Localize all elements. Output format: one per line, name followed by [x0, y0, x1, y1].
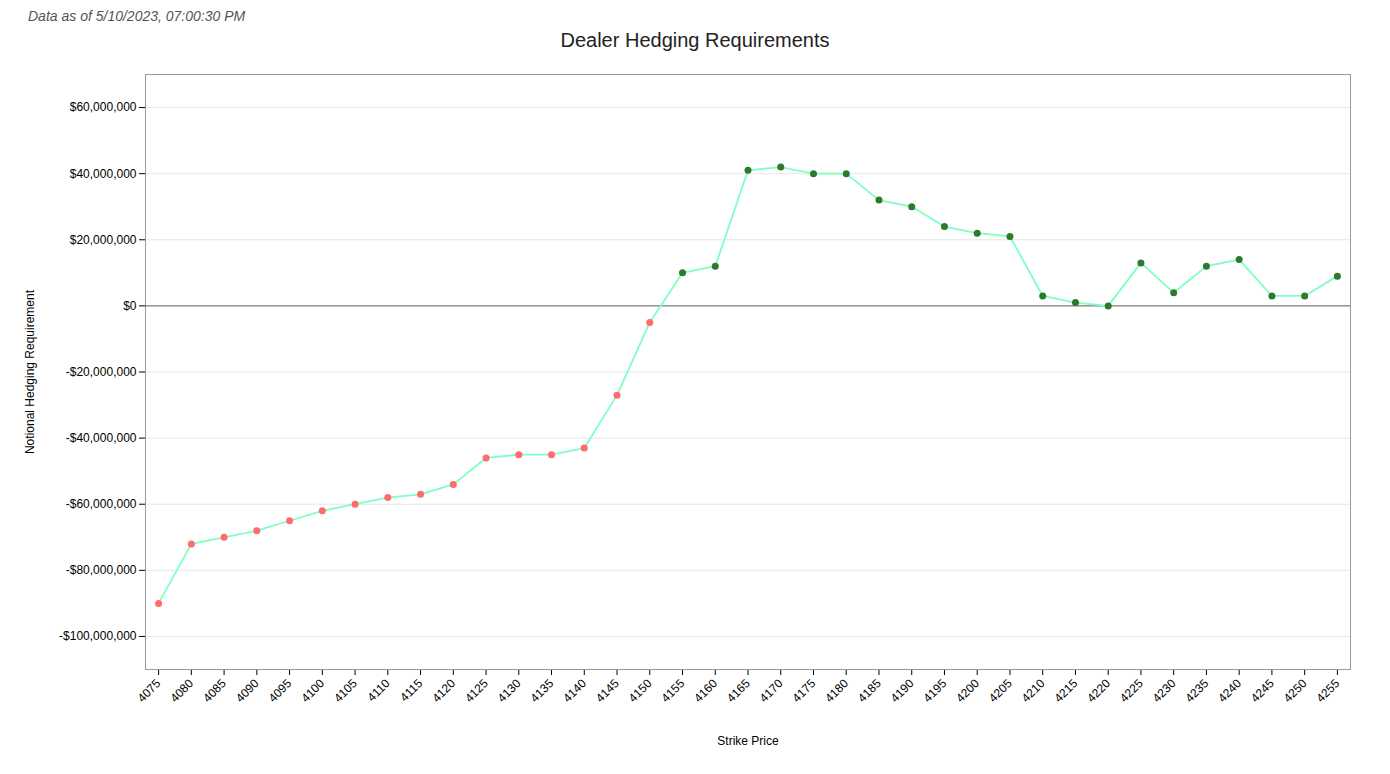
svg-text:4120: 4120 — [429, 676, 458, 705]
svg-text:4090: 4090 — [233, 676, 262, 705]
svg-text:4135: 4135 — [528, 676, 557, 705]
svg-text:4125: 4125 — [462, 676, 491, 705]
svg-text:4235: 4235 — [1182, 676, 1211, 705]
svg-text:-$100,000,000: -$100,000,000 — [59, 629, 137, 643]
svg-text:4255: 4255 — [1313, 676, 1342, 705]
svg-text:Notional Hedging Requirement: Notional Hedging Requirement — [23, 289, 37, 454]
html-text:Dealer Hedging Requirements: Dealer Hedging Requirements — [560, 29, 830, 51]
svg-text:4170: 4170 — [757, 676, 786, 705]
svg-text:4145: 4145 — [593, 676, 622, 705]
svg-text:4190: 4190 — [888, 676, 917, 705]
svg-text:Strike Price: Strike Price — [717, 734, 779, 748]
svg-text:4075: 4075 — [135, 676, 164, 705]
svg-text:4185: 4185 — [855, 676, 884, 705]
svg-text:4095: 4095 — [266, 676, 295, 705]
svg-text:-$20,000,000: -$20,000,000 — [66, 365, 137, 379]
html-text:Data as of 5/10/2023, 07:00:30: Data as of 5/10/2023, 07:00:30 PM — [28, 8, 246, 24]
svg-text:4110: 4110 — [364, 676, 392, 704]
svg-text:4155: 4155 — [659, 676, 688, 705]
svg-text:4140: 4140 — [560, 676, 589, 705]
svg-text:-$60,000,000: -$60,000,000 — [66, 497, 137, 511]
svg-text:4130: 4130 — [495, 676, 524, 705]
svg-text:4115: 4115 — [397, 676, 425, 704]
svg-text:4240: 4240 — [1215, 676, 1244, 705]
svg-text:$20,000,000: $20,000,000 — [70, 233, 137, 247]
svg-text:4205: 4205 — [986, 676, 1015, 705]
svg-text:4195: 4195 — [921, 676, 950, 705]
svg-text:4100: 4100 — [298, 676, 327, 705]
svg-text:$0: $0 — [123, 299, 137, 313]
svg-text:4165: 4165 — [724, 676, 753, 705]
svg-text:4085: 4085 — [200, 676, 229, 705]
svg-text:4180: 4180 — [822, 676, 851, 705]
svg-text:4230: 4230 — [1150, 676, 1179, 705]
svg-text:-$80,000,000: -$80,000,000 — [66, 563, 137, 577]
svg-text:4175: 4175 — [790, 676, 819, 705]
svg-text:4160: 4160 — [691, 676, 720, 705]
svg-text:4250: 4250 — [1281, 676, 1310, 705]
svg-text:4210: 4210 — [1019, 676, 1048, 705]
svg-text:4105: 4105 — [331, 676, 360, 705]
svg-text:4080: 4080 — [167, 676, 196, 705]
svg-text:$60,000,000: $60,000,000 — [70, 100, 137, 114]
svg-text:4220: 4220 — [1084, 676, 1113, 705]
svg-text:-$40,000,000: -$40,000,000 — [66, 431, 137, 445]
svg-text:4200: 4200 — [953, 676, 982, 705]
svg-text:4150: 4150 — [626, 676, 655, 705]
svg-text:4245: 4245 — [1248, 676, 1277, 705]
svg-text:4225: 4225 — [1117, 676, 1146, 705]
svg-text:$40,000,000: $40,000,000 — [70, 167, 137, 181]
svg-text:4215: 4215 — [1052, 676, 1081, 705]
